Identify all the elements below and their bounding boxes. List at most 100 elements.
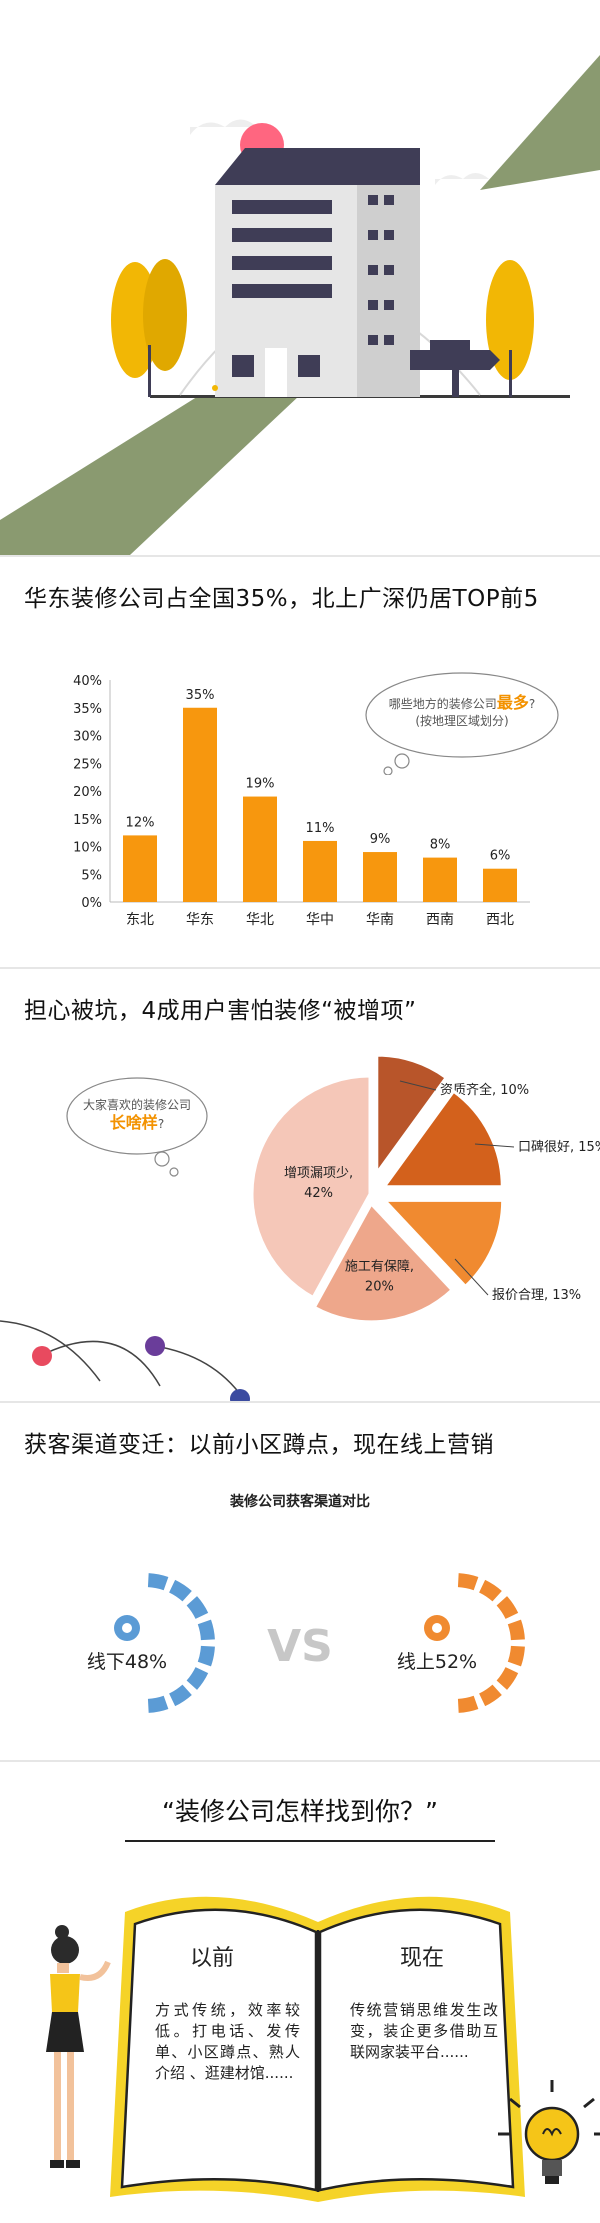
gear-icon [114,1615,140,1641]
y-tick-label: 10% [73,841,102,856]
bar-华北 [243,796,277,902]
online-donut-segment [457,1695,479,1713]
aperture-icon [424,1615,450,1641]
bar-value-label: 35% [186,688,215,703]
divider [0,967,600,969]
leader-line [399,1080,437,1091]
offline-label: 线下48% [87,1651,167,1673]
bubble-text-1: 哪些地方的装修公司最多? (按地理区域划分) [388,693,536,728]
y-tick-label: 25% [73,757,102,772]
bar-value-label: 9% [370,832,391,847]
online-donut-segment [507,1619,525,1641]
green-ribbon-bottom [0,395,300,555]
signpost [452,345,459,397]
pie-slice-增项漏项少 [250,1074,372,1300]
book-illustration [46,1896,600,2202]
offline-donut-segment [169,1579,192,1602]
bar-value-label: 6% [490,849,511,864]
y-tick-label: 0% [81,896,102,911]
book-page-left [120,1908,318,2192]
green-ribbon-top [480,55,600,190]
divider [0,1760,600,1762]
hero-illustration [0,0,600,555]
offline-donut-segment [169,1684,192,1707]
building-side [357,185,420,397]
bar-value-label: 11% [306,821,335,836]
leader-line [454,1258,489,1296]
tree-left-2 [143,259,187,371]
online-donut-segment [496,1596,519,1619]
network-decoration [0,1320,250,1401]
y-tick-label: 20% [73,785,102,800]
section-channels: 获客渠道变迁：以前小区蹲点，现在线上营销 装修公司获客渠道对比 线下48% 线上5… [0,1403,600,1760]
thought-bubble-1 [365,672,559,775]
x-tick-label: 华东 [186,912,214,928]
offline-donut-segment [186,1667,209,1690]
divider [0,1401,600,1403]
online-label: 线上52% [397,1651,477,1673]
building-door [265,348,287,397]
offline-donut-segment [147,1573,169,1591]
chart-subtitle: 装修公司获客渠道对比 [230,1494,370,1510]
bar-西北 [483,868,517,902]
bar-value-label: 19% [246,777,275,792]
bar-华南 [363,852,397,902]
section-title: “装修公司怎样找到你？” [162,1797,438,1826]
tree-right [486,260,534,380]
online-donut-segment [479,1579,502,1602]
pie-label: 施工有保障, [345,1259,414,1274]
offline-donut-segment [147,1695,169,1713]
title-underline [125,1840,495,1842]
y-tick-label: 30% [73,730,102,745]
cloud-left [190,119,257,135]
pie-label: 口碑很好, 15% [518,1139,600,1155]
online-donut-segment [457,1573,479,1591]
x-tick-label: 东北 [126,912,154,928]
offline-donut-segment [197,1645,215,1667]
pie-label: 报价合理, 13% [492,1288,581,1303]
pie-chart: 资质齐全, 10% 口碑很好, 15% 报价合理, 13% 施工有保障, 20% 增项漏项… [250,1053,600,1324]
bar-chart: 0% 5% 10% 15% 20% 25% 30% 35% 40% 12% 东北 35% 华东 19% 华北… [73,674,530,928]
person-skirt [46,2012,84,2052]
bar-value-label: 8% [430,838,451,853]
y-tick-label: 5% [81,868,102,883]
bar-value-label: 12% [126,815,155,830]
pie-label: 42% [304,1186,333,1201]
online-donut-segment [507,1645,525,1667]
x-tick-label: 华北 [246,912,274,928]
pie-slice-报价合理 [381,1198,505,1289]
y-tick-label: 35% [73,702,102,717]
pie-label: 增项漏项少, [284,1165,353,1181]
online-donut-segment [496,1667,519,1690]
bar-东北 [123,835,157,902]
channel-donuts: 线下48% 线上52% VS [87,1573,525,1713]
section-how-find: “装修公司怎样找到你？” 以前 方式传统，效率较低。打电话、发传单、小区蹲点、熟… [0,1762,600,2223]
section-region-share: 华东装修公司占全国35%，北上广深仍居TOP前5 0% 5% 10% 15% 20% 25… [0,557,600,967]
pie-label: 20% [365,1279,394,1294]
section-title: 华东装修公司占全国35%，北上广深仍居TOP前5 [24,586,539,612]
before-text: 方式传统，效率较低。打电话、发传单、小区蹲点、熟人介绍 、逛建材馆...... [155,2001,300,2082]
x-tick-label: 华中 [306,912,334,928]
x-tick-label: 华南 [366,912,394,928]
vs-label: VS [267,1621,333,1672]
section-title: 获客渠道变迁：以前小区蹲点，现在线上营销 [24,1432,494,1458]
pie-slice-资质齐全 [375,1053,449,1178]
person-shirt [50,1974,80,2012]
online-donut-segment [479,1684,502,1707]
bar-西南 [423,857,457,902]
person-head [51,1936,79,1964]
now-text: 传统营销思维发生改变，装企更多借助互联网家装平台...... [350,2001,498,2061]
bubble-text-2: 大家喜欢的装修公司 长啥样? [82,1098,191,1132]
divider [0,555,600,557]
pie-slice-口碑很好 [381,1089,504,1189]
y-tick-label: 15% [73,813,102,828]
pie-label: 资质齐全, 10% [440,1082,529,1098]
offline-donut-segment [186,1596,209,1619]
before-heading: 以前 [190,1946,235,1971]
thought-bubble-2 [66,1077,208,1177]
cloud-right [435,173,489,185]
section-title: 担心被坑，4成用户害怕装修“被增项” [24,998,417,1024]
book-page-right [318,1908,515,2192]
x-tick-label: 西南 [426,912,454,928]
bar-华中 [303,840,337,902]
